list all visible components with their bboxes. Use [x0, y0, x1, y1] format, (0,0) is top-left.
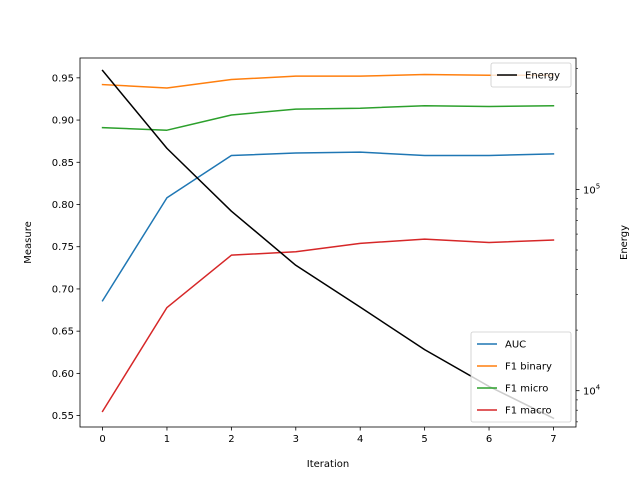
y-tick-label: 0.55: [52, 411, 74, 422]
y2-tick-label: 104: [583, 384, 601, 398]
x-axis-label: Iteration: [307, 459, 349, 470]
axes: 0 1 2 3 4 5 6 7 0.55 0.60 0.65 0.70 0.75 0.80 0.85 0.90…: [52, 57, 601, 445]
series-line-f1-micro: [101, 104, 555, 131]
legend-label: Energy: [525, 71, 560, 82]
y2-axis-label: Energy: [619, 225, 630, 260]
legend-label: F1 binary: [505, 362, 552, 373]
x-tick-label: 7: [550, 434, 556, 445]
series-line-auc: [101, 151, 555, 302]
legend-box: [470, 331, 572, 423]
x-tick-label: 2: [228, 434, 234, 445]
x-tick-label: 3: [293, 434, 299, 445]
y-tick-label: 0.60: [52, 369, 74, 380]
y-tick-label: 0.80: [52, 200, 74, 211]
series-line-f1-binary: [101, 73, 555, 89]
legend-box: [490, 62, 572, 88]
y-tick-label: 0.70: [52, 284, 74, 295]
legend-label: F1 macro: [505, 406, 552, 417]
y-tick-label: 0.75: [52, 242, 74, 253]
legend-label: F1 micro: [505, 384, 548, 395]
x-tick-label: 0: [99, 434, 105, 445]
legends: Energy AUC F1 binary F1 micro F1 macro: [470, 62, 572, 423]
legend-lower-right: AUC F1 binary F1 micro F1 macro: [470, 331, 572, 423]
x-tick-label: 6: [486, 434, 492, 445]
y-tick-label: 0.95: [52, 73, 74, 84]
y-axis-label: Measure: [23, 221, 34, 264]
x-tick-label: 1: [164, 434, 170, 445]
y2-tick-label: 105: [583, 182, 600, 196]
legend-label: AUC: [505, 340, 526, 351]
x-tick-label: 5: [421, 434, 427, 445]
legend-upper-right: Energy: [490, 62, 572, 88]
plot-frame: [79, 57, 577, 428]
y-tick-label: 0.85: [52, 158, 74, 169]
x-tick-label: 4: [357, 434, 363, 445]
series-line-f1-macro: [101, 238, 555, 413]
y-tick-label: 0.65: [52, 327, 74, 338]
y-tick-label: 0.90: [52, 116, 74, 127]
